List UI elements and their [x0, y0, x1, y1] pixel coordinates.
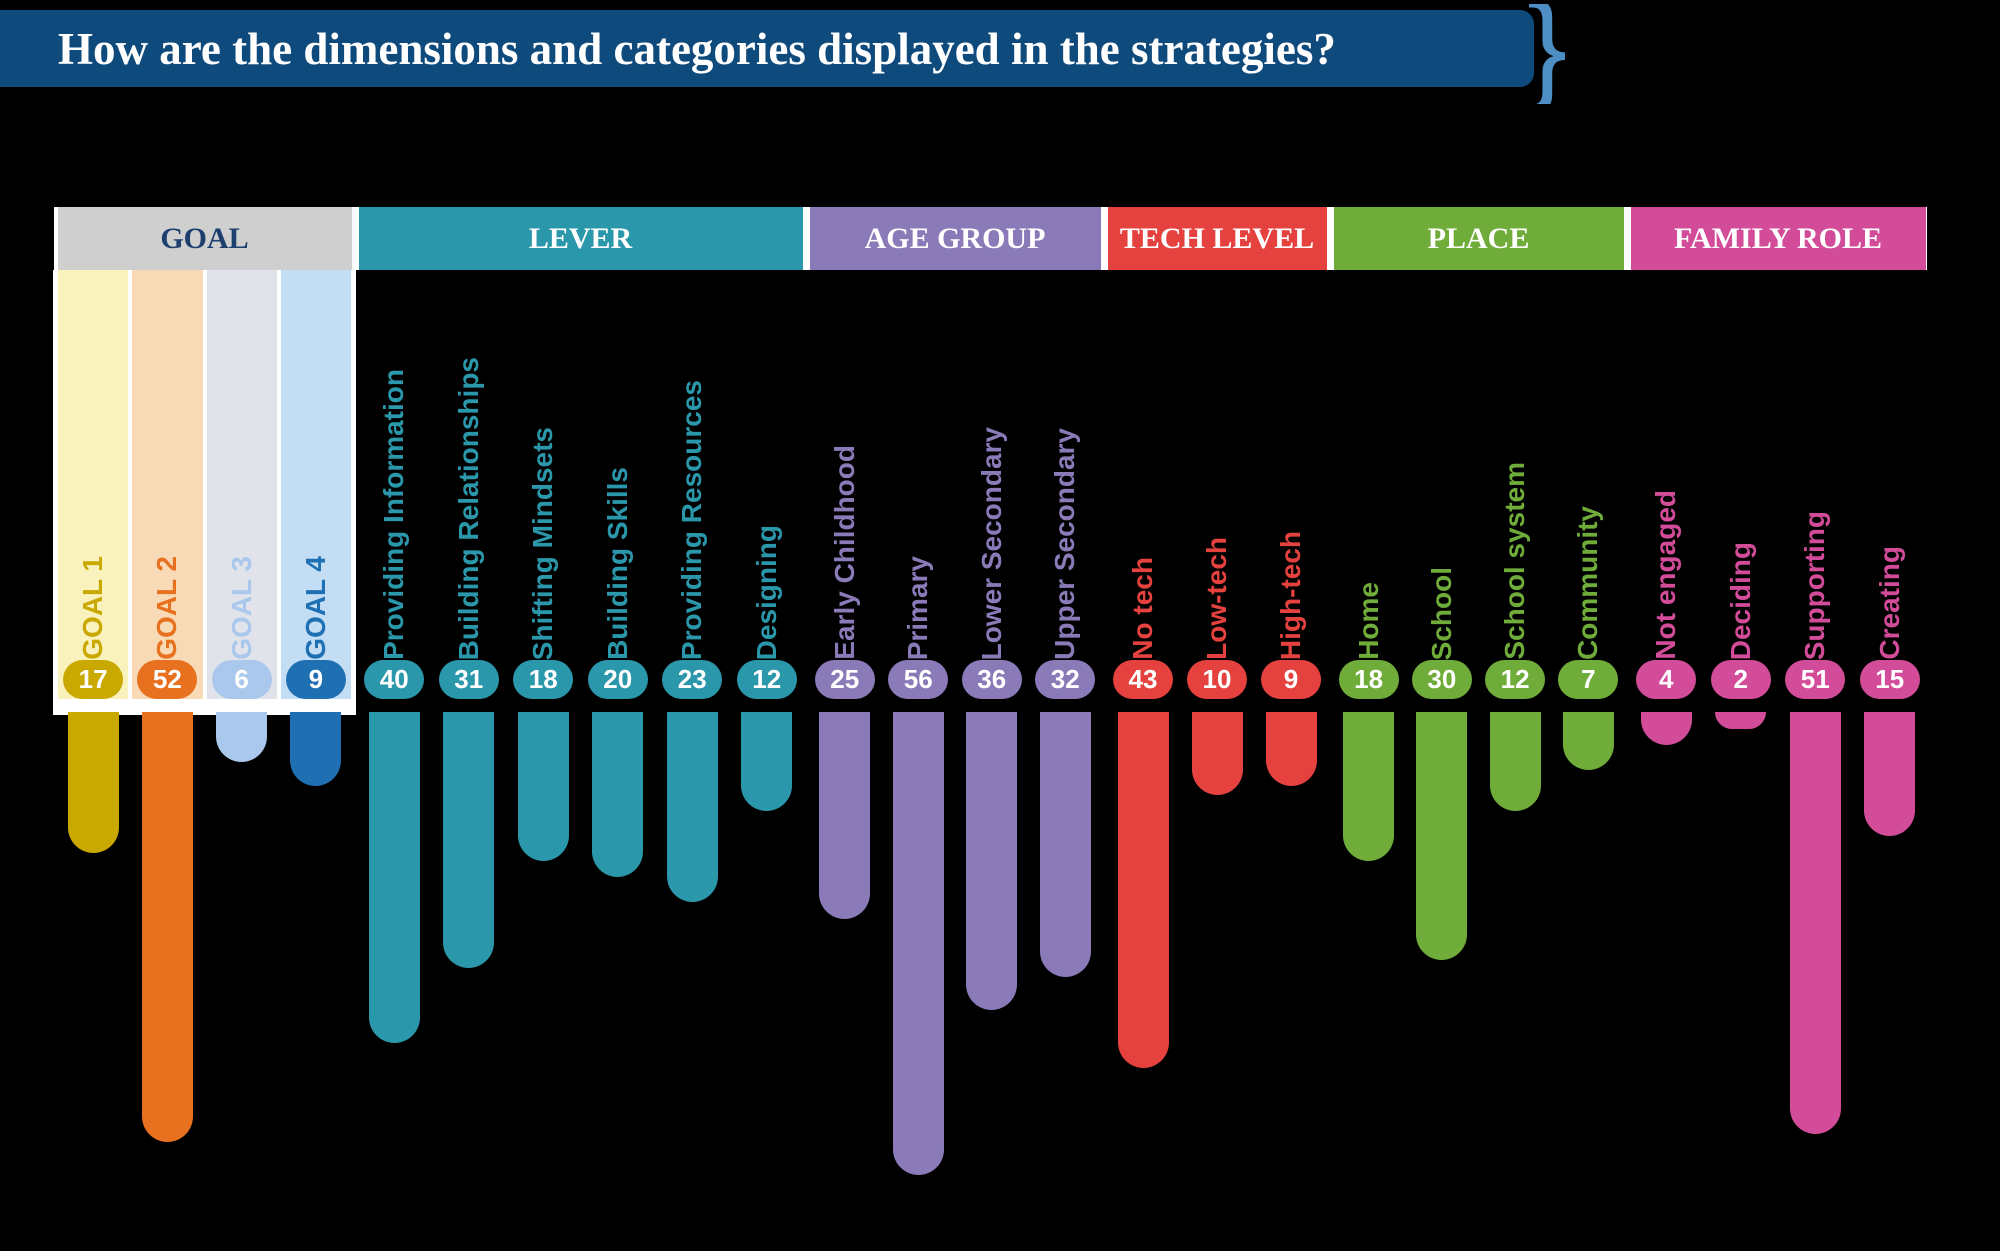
svg-text:}: }: [1527, 4, 1567, 104]
